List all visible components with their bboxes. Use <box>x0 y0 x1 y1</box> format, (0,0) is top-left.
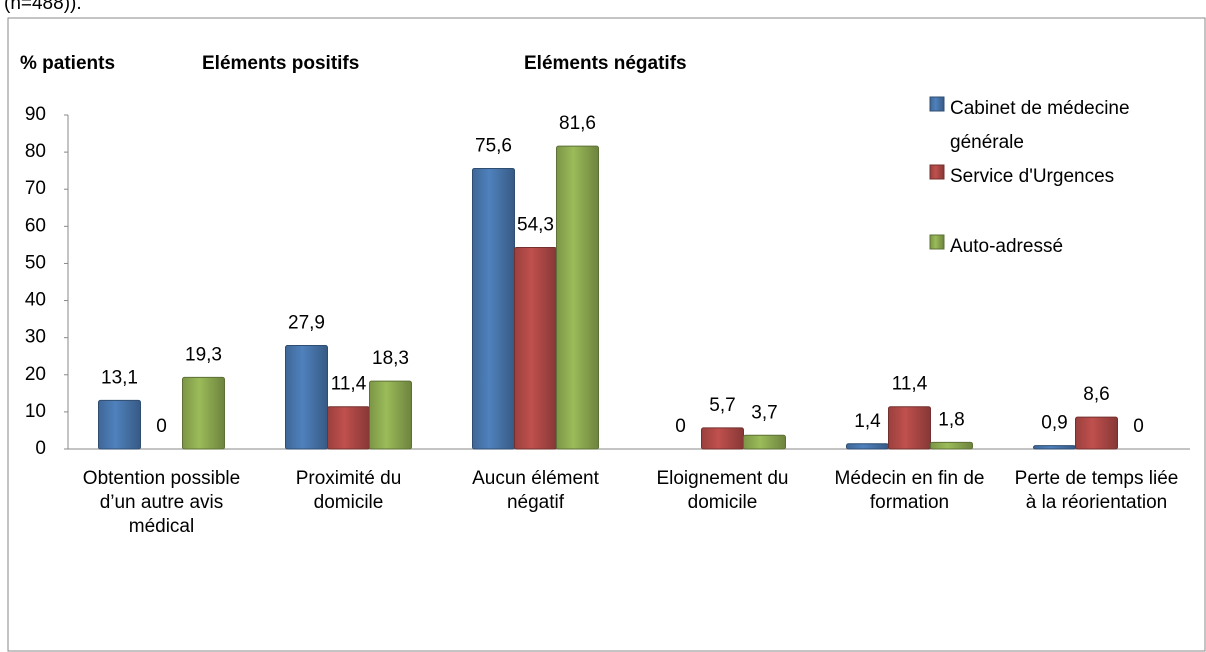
value-label: 19,3 <box>185 344 222 365</box>
bar <box>1075 416 1118 450</box>
bar <box>1033 445 1076 450</box>
value-label: 54,3 <box>517 215 554 236</box>
bar <box>98 399 141 450</box>
bar <box>182 376 225 450</box>
value-label: 81,6 <box>559 113 596 134</box>
bar <box>327 406 370 450</box>
bar <box>556 145 599 450</box>
bar <box>285 344 328 450</box>
y-tick-label: 60 <box>25 215 46 236</box>
y-tick-label: 20 <box>25 364 46 385</box>
x-tick-label: Perte de temps liée à la réorientation <box>1014 468 1179 513</box>
y-tick-label: 30 <box>25 327 46 348</box>
value-label: 1,8 <box>938 409 964 430</box>
value-label: 5,7 <box>709 395 735 416</box>
legend-swatch <box>929 234 945 250</box>
bar <box>888 406 931 450</box>
x-tick-label: Proximité du domicile <box>295 468 402 513</box>
bar <box>369 380 412 450</box>
y-tick-label: 40 <box>25 290 46 311</box>
value-label: 18,3 <box>372 348 409 369</box>
bar <box>846 443 889 450</box>
bar <box>743 434 786 450</box>
frame <box>7 17 1206 652</box>
y-axis-label: % patients <box>20 53 115 74</box>
value-label: 1,4 <box>854 411 881 432</box>
value-label: 11,4 <box>892 374 928 395</box>
legend-swatch <box>929 96 945 112</box>
value-label: 27,9 <box>288 312 325 333</box>
legend-swatch <box>929 164 945 180</box>
x-tick-label: Obtention possible d’un autre avis médic… <box>82 468 241 537</box>
y-tick-label: 0 <box>35 438 46 459</box>
y-tick-label: 80 <box>25 141 46 162</box>
legend-label: Service d'Urgences <box>950 166 1115 187</box>
x-tick-label: Aucun élément négatif <box>472 468 599 513</box>
bar <box>472 167 515 450</box>
value-label: 0 <box>675 416 686 437</box>
legend-label: Cabinet de médecine générale <box>950 98 1130 153</box>
bar <box>701 427 744 450</box>
value-label: 13,1 <box>101 367 138 388</box>
y-tick-label: 70 <box>25 178 46 199</box>
value-label: 0 <box>1133 416 1144 437</box>
value-label: 11,4 <box>331 374 367 395</box>
value-label: 3,7 <box>751 402 777 423</box>
x-tick-label: Eloignement du domicile <box>656 468 789 513</box>
legend-label: Auto-adressé <box>950 236 1064 257</box>
value-label: 8,6 <box>1083 384 1109 405</box>
annotation: Eléments positifs <box>202 53 359 74</box>
value-label: 0,9 <box>1041 413 1067 434</box>
x-tick-label: Médecin en fin de formation <box>834 468 985 513</box>
value-label: 75,6 <box>475 135 512 156</box>
caption: (n=488)). <box>4 0 82 14</box>
annotation: Eléments négatifs <box>524 53 687 74</box>
value-label: 0 <box>156 416 167 437</box>
bar <box>514 246 557 450</box>
y-tick-label: 90 <box>25 104 46 125</box>
bar <box>930 441 973 450</box>
y-tick-label: 10 <box>25 401 46 422</box>
y-tick-label: 50 <box>25 252 46 273</box>
